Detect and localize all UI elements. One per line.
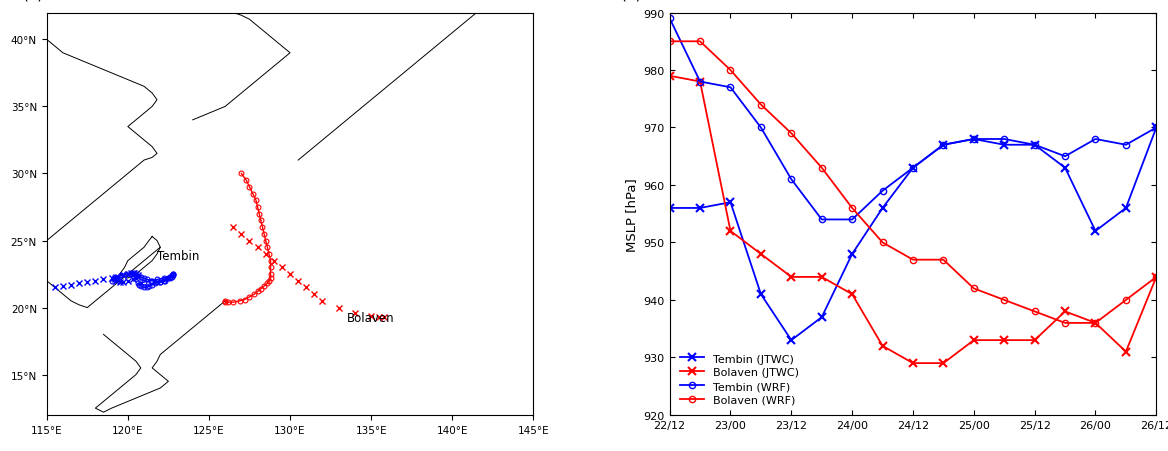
Bolaven (JTWC) (662, 74, 676, 79)
Bolaven (JTWC) (1028, 338, 1042, 343)
Legend: Tembin (JTWC), Bolaven (JTWC), Tembin (WRF), Bolaven (WRF): Tembin (JTWC), Bolaven (JTWC), Tembin (W… (675, 349, 804, 410)
Tembin (JTWC) (1028, 143, 1042, 148)
Tembin (JTWC) (997, 143, 1011, 148)
Tembin (JTWC) (906, 166, 920, 171)
Tembin (JTWC) (1149, 125, 1163, 131)
Bolaven (JTWC) (1149, 275, 1163, 280)
Bolaven (WRF) (876, 240, 890, 246)
Tembin (WRF) (1149, 125, 1163, 131)
Tembin (WRF) (1119, 143, 1133, 148)
Bolaven (WRF) (1149, 275, 1163, 280)
Tembin (WRF) (753, 125, 767, 131)
Bolaven (WRF) (967, 286, 981, 291)
Tembin (WRF) (1028, 143, 1042, 148)
Tembin (JTWC) (815, 315, 829, 320)
Y-axis label: MSLP [hPa]: MSLP [hPa] (625, 177, 638, 251)
Bolaven (WRF) (723, 68, 737, 74)
Tembin (JTWC) (967, 137, 981, 143)
Tembin (WRF) (784, 177, 798, 183)
Bolaven (JTWC) (753, 252, 767, 257)
Tembin (WRF) (997, 137, 1011, 143)
Bolaven (JTWC) (906, 361, 920, 366)
Bolaven (WRF) (753, 102, 767, 108)
Bolaven (JTWC) (846, 292, 860, 297)
Bolaven (JTWC) (723, 229, 737, 234)
Line: Bolaven (JTWC): Bolaven (JTWC) (666, 73, 1160, 367)
Bolaven (WRF) (693, 40, 707, 45)
Bolaven (JTWC) (1089, 321, 1103, 326)
Bolaven (JTWC) (815, 275, 829, 280)
Tembin (WRF) (906, 166, 920, 171)
Text: Tembin: Tembin (157, 250, 200, 263)
Tembin (JTWC) (1089, 229, 1103, 234)
Bolaven (WRF) (1028, 309, 1042, 314)
Text: (a): (a) (22, 0, 43, 1)
Bolaven (JTWC) (1119, 349, 1133, 354)
Bolaven (WRF) (815, 166, 829, 171)
Bolaven (WRF) (937, 258, 951, 263)
Bolaven (JTWC) (693, 80, 707, 85)
Bolaven (WRF) (1089, 321, 1103, 326)
Bolaven (JTWC) (937, 361, 951, 366)
Text: (b): (b) (621, 0, 642, 1)
Tembin (JTWC) (662, 206, 676, 211)
Tembin (WRF) (693, 80, 707, 85)
Bolaven (JTWC) (1058, 309, 1072, 314)
Bolaven (JTWC) (997, 338, 1011, 343)
Tembin (JTWC) (723, 200, 737, 206)
Tembin (WRF) (876, 189, 890, 194)
Tembin (JTWC) (753, 292, 767, 297)
Bolaven (WRF) (846, 206, 860, 211)
Tembin (JTWC) (1058, 166, 1072, 171)
Line: Tembin (JTWC): Tembin (JTWC) (666, 124, 1160, 344)
Bolaven (WRF) (997, 298, 1011, 303)
Bolaven (JTWC) (967, 338, 981, 343)
Tembin (JTWC) (876, 206, 890, 211)
Bolaven (WRF) (1058, 321, 1072, 326)
Tembin (WRF) (723, 85, 737, 91)
Tembin (WRF) (846, 217, 860, 223)
Tembin (WRF) (1058, 154, 1072, 160)
Tembin (JTWC) (846, 252, 860, 257)
Bolaven (JTWC) (784, 275, 798, 280)
Tembin (WRF) (967, 137, 981, 143)
Tembin (WRF) (815, 217, 829, 223)
Tembin (JTWC) (937, 143, 951, 148)
Text: Bolaven: Bolaven (347, 311, 395, 324)
Bolaven (JTWC) (876, 343, 890, 349)
Tembin (WRF) (937, 143, 951, 148)
Bolaven (WRF) (784, 131, 798, 137)
Line: Tembin (WRF): Tembin (WRF) (667, 16, 1160, 223)
Bolaven (WRF) (662, 40, 676, 45)
Bolaven (WRF) (906, 258, 920, 263)
Tembin (JTWC) (784, 338, 798, 343)
Tembin (JTWC) (1119, 206, 1133, 211)
Bolaven (WRF) (1119, 298, 1133, 303)
Tembin (JTWC) (693, 206, 707, 211)
Line: Bolaven (WRF): Bolaven (WRF) (667, 39, 1160, 326)
Tembin (WRF) (1089, 137, 1103, 143)
Tembin (WRF) (662, 17, 676, 22)
